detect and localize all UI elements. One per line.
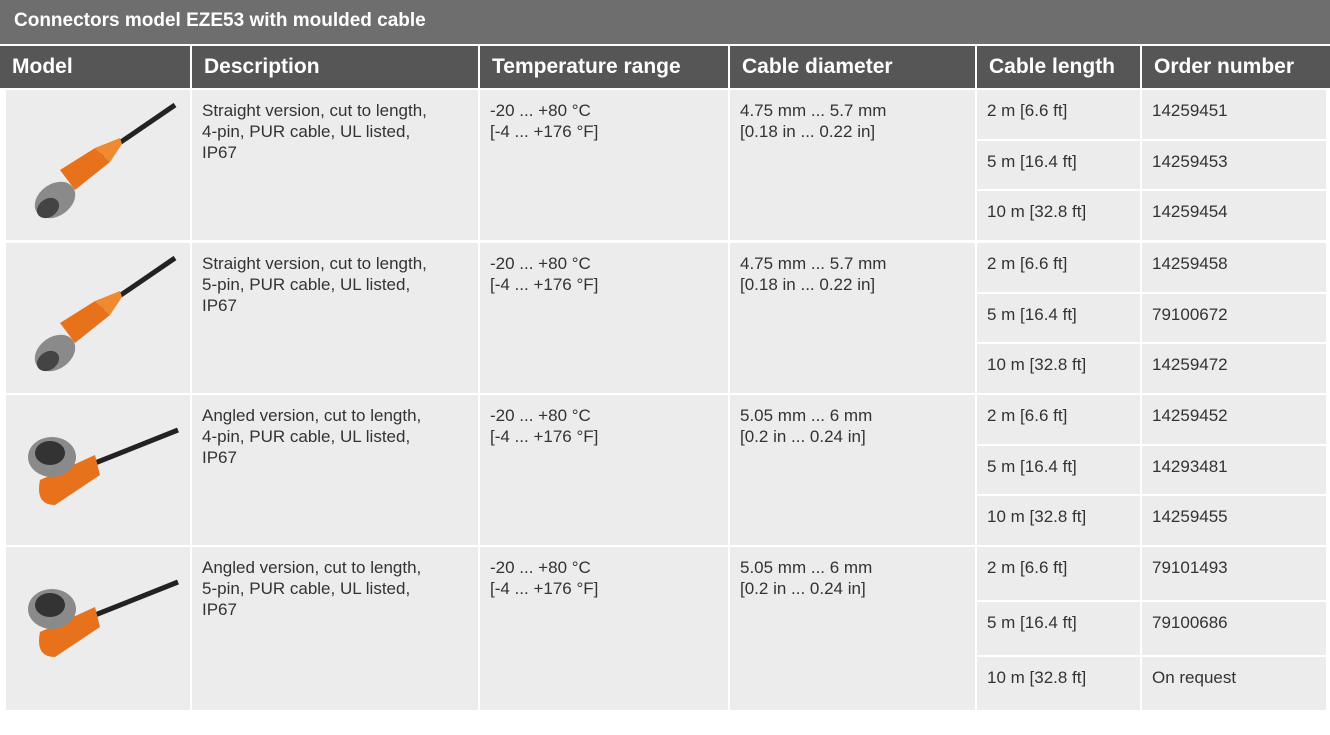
cable-length-cell: 2 m [6.6 ft]	[977, 243, 1140, 292]
text-line: [-4 ... +176 °F]	[490, 427, 599, 446]
text-line: -20 ... +80 °C	[490, 558, 591, 577]
temperature-cell: -20 ... +80 °C [-4 ... +176 °F]	[480, 243, 728, 393]
diameter-cell: 4.75 mm ... 5.7 mm [0.18 in ... 0.22 in]	[730, 243, 975, 393]
text-line: 5.05 mm ... 6 mm	[740, 406, 873, 425]
connector-image	[28, 427, 179, 505]
order-number-cell: 14293481	[1142, 445, 1326, 495]
table-title: Connectors model EZE53 with moulded cabl…	[0, 0, 1330, 44]
order-number-cell: 14259472	[1142, 344, 1326, 393]
column-header: Description	[192, 46, 478, 88]
order-number-cell: 14259453	[1142, 140, 1326, 190]
order-number-cell: 14259454	[1142, 191, 1326, 240]
column-header: Order number	[1142, 46, 1330, 88]
text-line: -20 ... +80 °C	[490, 406, 591, 425]
description-cell: Angled version, cut to length, 5-pin, PU…	[192, 547, 478, 710]
cable-length-cell: 2 m [6.6 ft]	[977, 395, 1140, 444]
order-number-cell: 14259458	[1142, 243, 1326, 292]
order-number-cell: 14259451	[1142, 90, 1326, 139]
connector-image	[34, 102, 177, 219]
cable-length-cell: 5 m [16.4 ft]	[977, 445, 1140, 495]
text-line: [0.2 in ... 0.24 in]	[740, 427, 866, 446]
cable-length-cell: 5 m [16.4 ft]	[977, 602, 1140, 655]
order-number-cell: 79101493	[1142, 547, 1326, 600]
text-line: -20 ... +80 °C	[490, 254, 591, 273]
description-cell: Straight version, cut to length, 4-pin, …	[192, 90, 478, 240]
order-number-cell: 14259452	[1142, 395, 1326, 444]
text-line: [-4 ... +176 °F]	[490, 122, 599, 141]
temperature-cell: -20 ... +80 °C [-4 ... +176 °F]	[480, 90, 728, 240]
text-line: [0.2 in ... 0.24 in]	[740, 579, 866, 598]
description-cell: Straight version, cut to length, 5-pin, …	[192, 243, 478, 393]
text-line: 4.75 mm ... 5.7 mm	[740, 254, 887, 273]
description-cell: Angled version, cut to length, 4-pin, PU…	[192, 395, 478, 545]
diameter-cell: 4.75 mm ... 5.7 mm [0.18 in ... 0.22 in]	[730, 90, 975, 240]
cable-length-cell: 5 m [16.4 ft]	[977, 293, 1140, 343]
text-line: [-4 ... +176 °F]	[490, 275, 599, 294]
text-line: [-4 ... +176 °F]	[490, 579, 599, 598]
diameter-cell: 5.05 mm ... 6 mm [0.2 in ... 0.24 in]	[730, 547, 975, 710]
connector-image	[34, 255, 177, 372]
text-line: 5.05 mm ... 6 mm	[740, 558, 873, 577]
cable-length-cell: 10 m [32.8 ft]	[977, 496, 1140, 545]
temperature-cell: -20 ... +80 °C [-4 ... +176 °F]	[480, 547, 728, 710]
text-line: 4.75 mm ... 5.7 mm	[740, 101, 887, 120]
order-number-cell: On request	[1142, 657, 1326, 710]
column-header: Cable diameter	[730, 46, 975, 88]
temperature-cell: -20 ... +80 °C [-4 ... +176 °F]	[480, 395, 728, 545]
text-line: [0.18 in ... 0.22 in]	[740, 122, 876, 141]
order-number-cell: 79100672	[1142, 293, 1326, 343]
order-number-cell: 79100686	[1142, 602, 1326, 655]
column-header: Cable length	[977, 46, 1140, 88]
connector-image	[28, 579, 179, 657]
order-number-cell: 14259455	[1142, 496, 1326, 545]
text-line: -20 ... +80 °C	[490, 101, 591, 120]
column-header: Temperature range	[480, 46, 728, 88]
model-cell	[6, 547, 190, 710]
diameter-cell: 5.05 mm ... 6 mm [0.2 in ... 0.24 in]	[730, 395, 975, 545]
cable-length-cell: 10 m [32.8 ft]	[977, 657, 1140, 710]
column-header: Model	[0, 46, 190, 88]
text-line: [0.18 in ... 0.22 in]	[740, 275, 876, 294]
cable-length-cell: 2 m [6.6 ft]	[977, 90, 1140, 139]
cable-length-cell: 10 m [32.8 ft]	[977, 344, 1140, 393]
cable-length-cell: 2 m [6.6 ft]	[977, 547, 1140, 600]
cable-length-cell: 10 m [32.8 ft]	[977, 191, 1140, 240]
cable-length-cell: 5 m [16.4 ft]	[977, 140, 1140, 190]
